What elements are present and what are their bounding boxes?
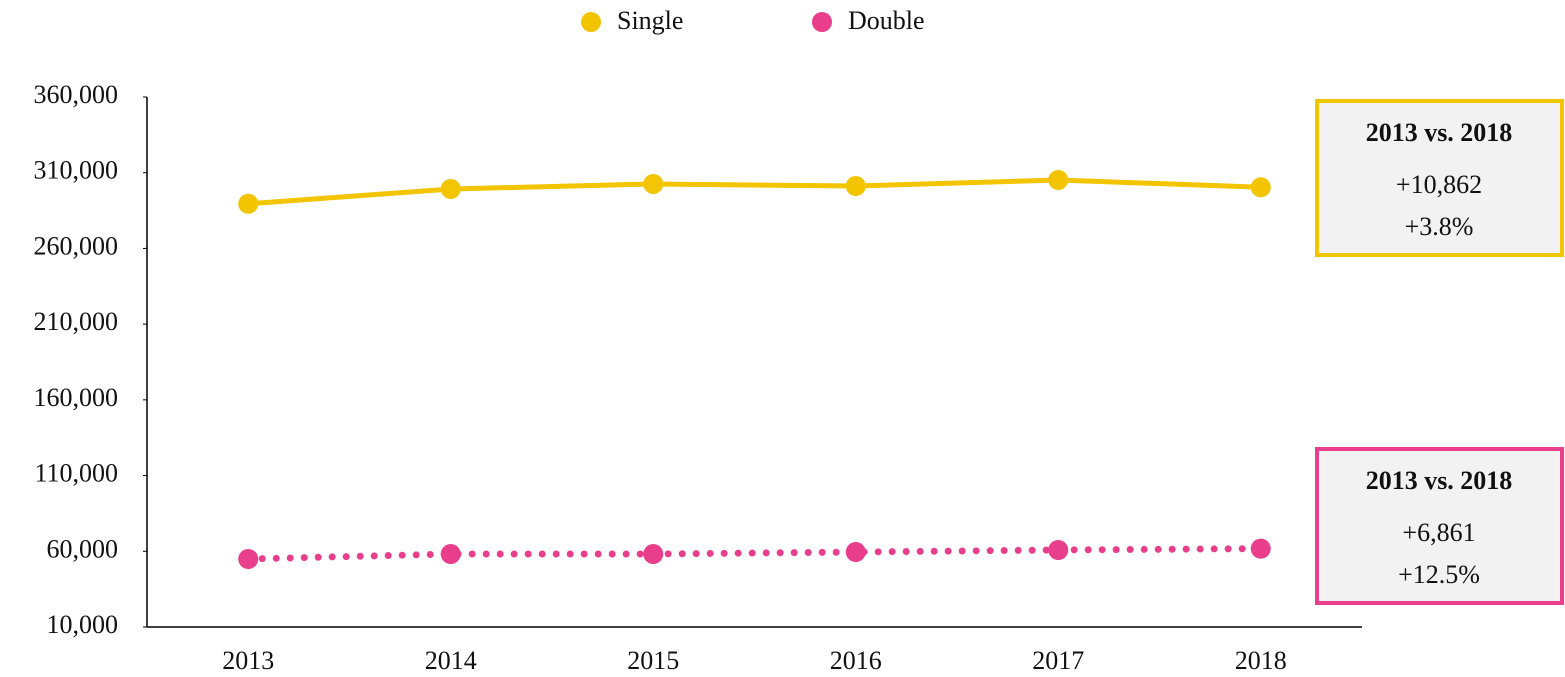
data-point — [1048, 169, 1069, 190]
data-point — [643, 544, 664, 565]
x-tick-label: 2017 — [1032, 646, 1084, 675]
legend-label: Single — [617, 6, 683, 35]
y-tick-label: 160,000 — [34, 383, 119, 412]
x-tick-label: 2016 — [830, 646, 882, 675]
y-tick-label: 360,000 — [34, 80, 119, 109]
legend-marker — [581, 12, 601, 32]
annotation-text: +12.5% — [1398, 560, 1480, 589]
series-line — [244, 545, 1265, 563]
y-tick-label: 10,000 — [47, 610, 119, 639]
annotation-text: +6,861 — [1402, 518, 1475, 547]
data-point — [238, 193, 259, 214]
legend-label: Double — [848, 6, 925, 35]
data-point — [1250, 538, 1271, 559]
data-point — [440, 178, 461, 199]
annotation-title: 2013 vs. 2018 — [1366, 466, 1513, 495]
annotation-box — [1315, 447, 1564, 605]
annotation-text: +10,862 — [1396, 170, 1482, 199]
data-point — [440, 544, 461, 565]
annotation-title: 2013 vs. 2018 — [1366, 118, 1513, 147]
annotation-box — [1315, 99, 1564, 257]
data-point — [643, 173, 664, 194]
data-point — [238, 549, 259, 570]
x-tick-label: 2013 — [222, 646, 274, 675]
annotation-text: +3.8% — [1405, 212, 1474, 241]
series-line — [245, 177, 1264, 207]
x-tick-label: 2018 — [1235, 646, 1287, 675]
x-tick-label: 2015 — [627, 646, 679, 675]
data-point — [1048, 539, 1069, 560]
data-point — [845, 542, 866, 563]
y-tick-label: 110,000 — [34, 459, 118, 488]
y-tick-label: 60,000 — [47, 534, 119, 563]
y-tick-label: 310,000 — [34, 156, 119, 185]
data-point — [845, 176, 866, 197]
y-tick-label: 210,000 — [34, 307, 119, 336]
legend-marker — [812, 12, 832, 32]
x-tick-label: 2014 — [425, 646, 477, 675]
y-tick-label: 260,000 — [34, 231, 119, 260]
data-point — [1250, 177, 1271, 198]
